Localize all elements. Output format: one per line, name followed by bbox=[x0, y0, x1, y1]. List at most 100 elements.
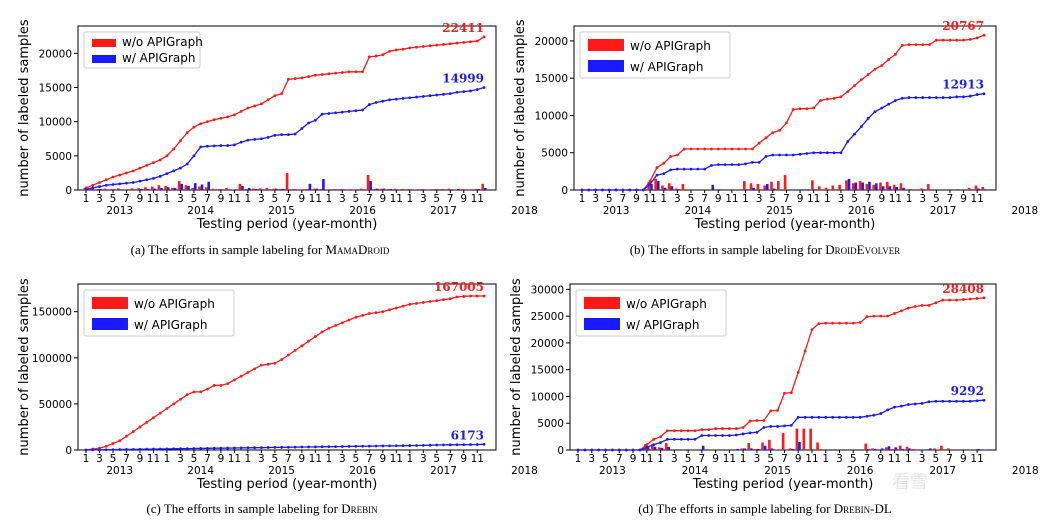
bar-red bbox=[265, 187, 269, 190]
x-tick-label: 9 bbox=[379, 453, 386, 465]
series-point-blue bbox=[825, 151, 829, 155]
series-point-red bbox=[900, 43, 904, 47]
x-tick-label: 5 bbox=[688, 193, 695, 205]
bar-red bbox=[461, 188, 464, 190]
series-point-blue bbox=[614, 188, 618, 192]
series-point-red bbox=[975, 297, 979, 300]
bar-blue bbox=[322, 179, 325, 190]
series-point-blue bbox=[280, 445, 284, 449]
series-point-red bbox=[415, 301, 418, 305]
bar-red bbox=[279, 188, 282, 190]
series-point-blue bbox=[475, 443, 479, 446]
bar-red bbox=[258, 188, 262, 190]
bar-blue bbox=[274, 188, 278, 190]
bar-blue bbox=[772, 188, 776, 190]
bar-red bbox=[817, 186, 821, 190]
x-tick-label: 7 bbox=[783, 193, 790, 205]
x-tick-label: 11 bbox=[471, 453, 484, 465]
x-tick-label: 7 bbox=[366, 193, 373, 205]
bar-red bbox=[393, 188, 397, 190]
bar-blue bbox=[928, 448, 932, 450]
x-tick-label: 9 bbox=[460, 453, 467, 465]
series-point-red bbox=[934, 38, 938, 42]
bar-red bbox=[420, 188, 424, 190]
x-tick-label: 11 bbox=[390, 193, 403, 205]
series-point-blue bbox=[798, 152, 802, 156]
bar-red bbox=[761, 442, 764, 450]
series-point-blue bbox=[138, 447, 142, 451]
series-point-red bbox=[844, 321, 848, 325]
y-tick-label: 20000 bbox=[39, 48, 72, 60]
series-point-red bbox=[796, 370, 800, 374]
series-point-red bbox=[462, 295, 466, 298]
bar-red bbox=[858, 181, 862, 190]
x-tick-label: 5 bbox=[767, 453, 774, 465]
series-point-red bbox=[388, 49, 391, 53]
bar-blue bbox=[711, 184, 715, 190]
x-tick-label: 7 bbox=[123, 453, 130, 465]
series-point-red bbox=[206, 387, 209, 391]
series-point-blue bbox=[762, 426, 766, 429]
series-point-blue bbox=[844, 415, 848, 419]
series-point-red bbox=[955, 38, 959, 42]
series-point-blue bbox=[125, 448, 128, 451]
series-point-red bbox=[428, 300, 432, 303]
x-tick-label: 9 bbox=[299, 193, 306, 205]
bar-blue bbox=[798, 441, 801, 450]
series-point-red bbox=[700, 428, 704, 432]
bar-blue bbox=[646, 447, 650, 450]
x-tick-label: 7 bbox=[946, 453, 953, 465]
x-tick-label: 7 bbox=[947, 193, 954, 205]
series-point-red bbox=[921, 43, 925, 47]
bar-red bbox=[788, 448, 792, 450]
caption-prefix: (c) The efforts in sample labeling for bbox=[146, 501, 341, 516]
series-point-blue bbox=[415, 444, 418, 447]
series-point-blue bbox=[381, 99, 385, 103]
bar-blue bbox=[763, 445, 767, 450]
x-tick-label: 3 bbox=[96, 193, 103, 205]
x-tick-label: 3 bbox=[339, 453, 346, 465]
series-point-blue bbox=[906, 403, 910, 406]
series-point-red bbox=[138, 166, 142, 170]
series-point-red bbox=[482, 294, 486, 298]
series-point-blue bbox=[320, 445, 324, 449]
bar-red bbox=[838, 184, 841, 190]
series-point-red bbox=[435, 299, 439, 302]
x-tick-label: 5 bbox=[191, 193, 198, 205]
y-tick-label: 30000 bbox=[531, 284, 564, 296]
series-point-blue bbox=[401, 444, 405, 448]
x-tick-label: 11 bbox=[228, 453, 241, 465]
x-axis-label: Testing period (year-month) bbox=[196, 217, 378, 232]
bar-blue bbox=[234, 189, 238, 190]
legend-swatch-blue bbox=[92, 55, 116, 63]
series-point-blue bbox=[727, 434, 731, 437]
series-point-blue bbox=[907, 96, 911, 99]
series-point-blue bbox=[580, 188, 584, 192]
series-point-red bbox=[798, 107, 802, 111]
x-tick-label: 5 bbox=[433, 453, 440, 465]
series-point-red bbox=[104, 178, 108, 182]
series-point-red bbox=[865, 315, 869, 319]
series-point-blue bbox=[367, 444, 371, 448]
series-point-blue bbox=[928, 96, 931, 99]
series-point-blue bbox=[866, 117, 870, 120]
x-tick-label: 1 bbox=[906, 193, 913, 205]
series-point-blue bbox=[838, 415, 841, 419]
series-line-blue bbox=[85, 86, 485, 190]
bar-blue bbox=[935, 449, 939, 450]
bar-red bbox=[824, 187, 828, 190]
series-point-red bbox=[259, 363, 263, 367]
series-point-red bbox=[693, 429, 697, 433]
y-tick-label: 5000 bbox=[541, 148, 568, 160]
series-point-red bbox=[98, 181, 101, 184]
series-point-red bbox=[968, 38, 972, 41]
bar-blue bbox=[92, 189, 96, 190]
series-point-red bbox=[327, 72, 331, 76]
series-point-blue bbox=[748, 431, 752, 435]
series-point-blue bbox=[273, 446, 277, 449]
series-point-red bbox=[91, 183, 95, 187]
series-point-red bbox=[300, 76, 304, 80]
figure-caption: (a) The efforts in sample labeling for M… bbox=[131, 242, 390, 257]
x-tick-label: 3 bbox=[919, 193, 926, 205]
